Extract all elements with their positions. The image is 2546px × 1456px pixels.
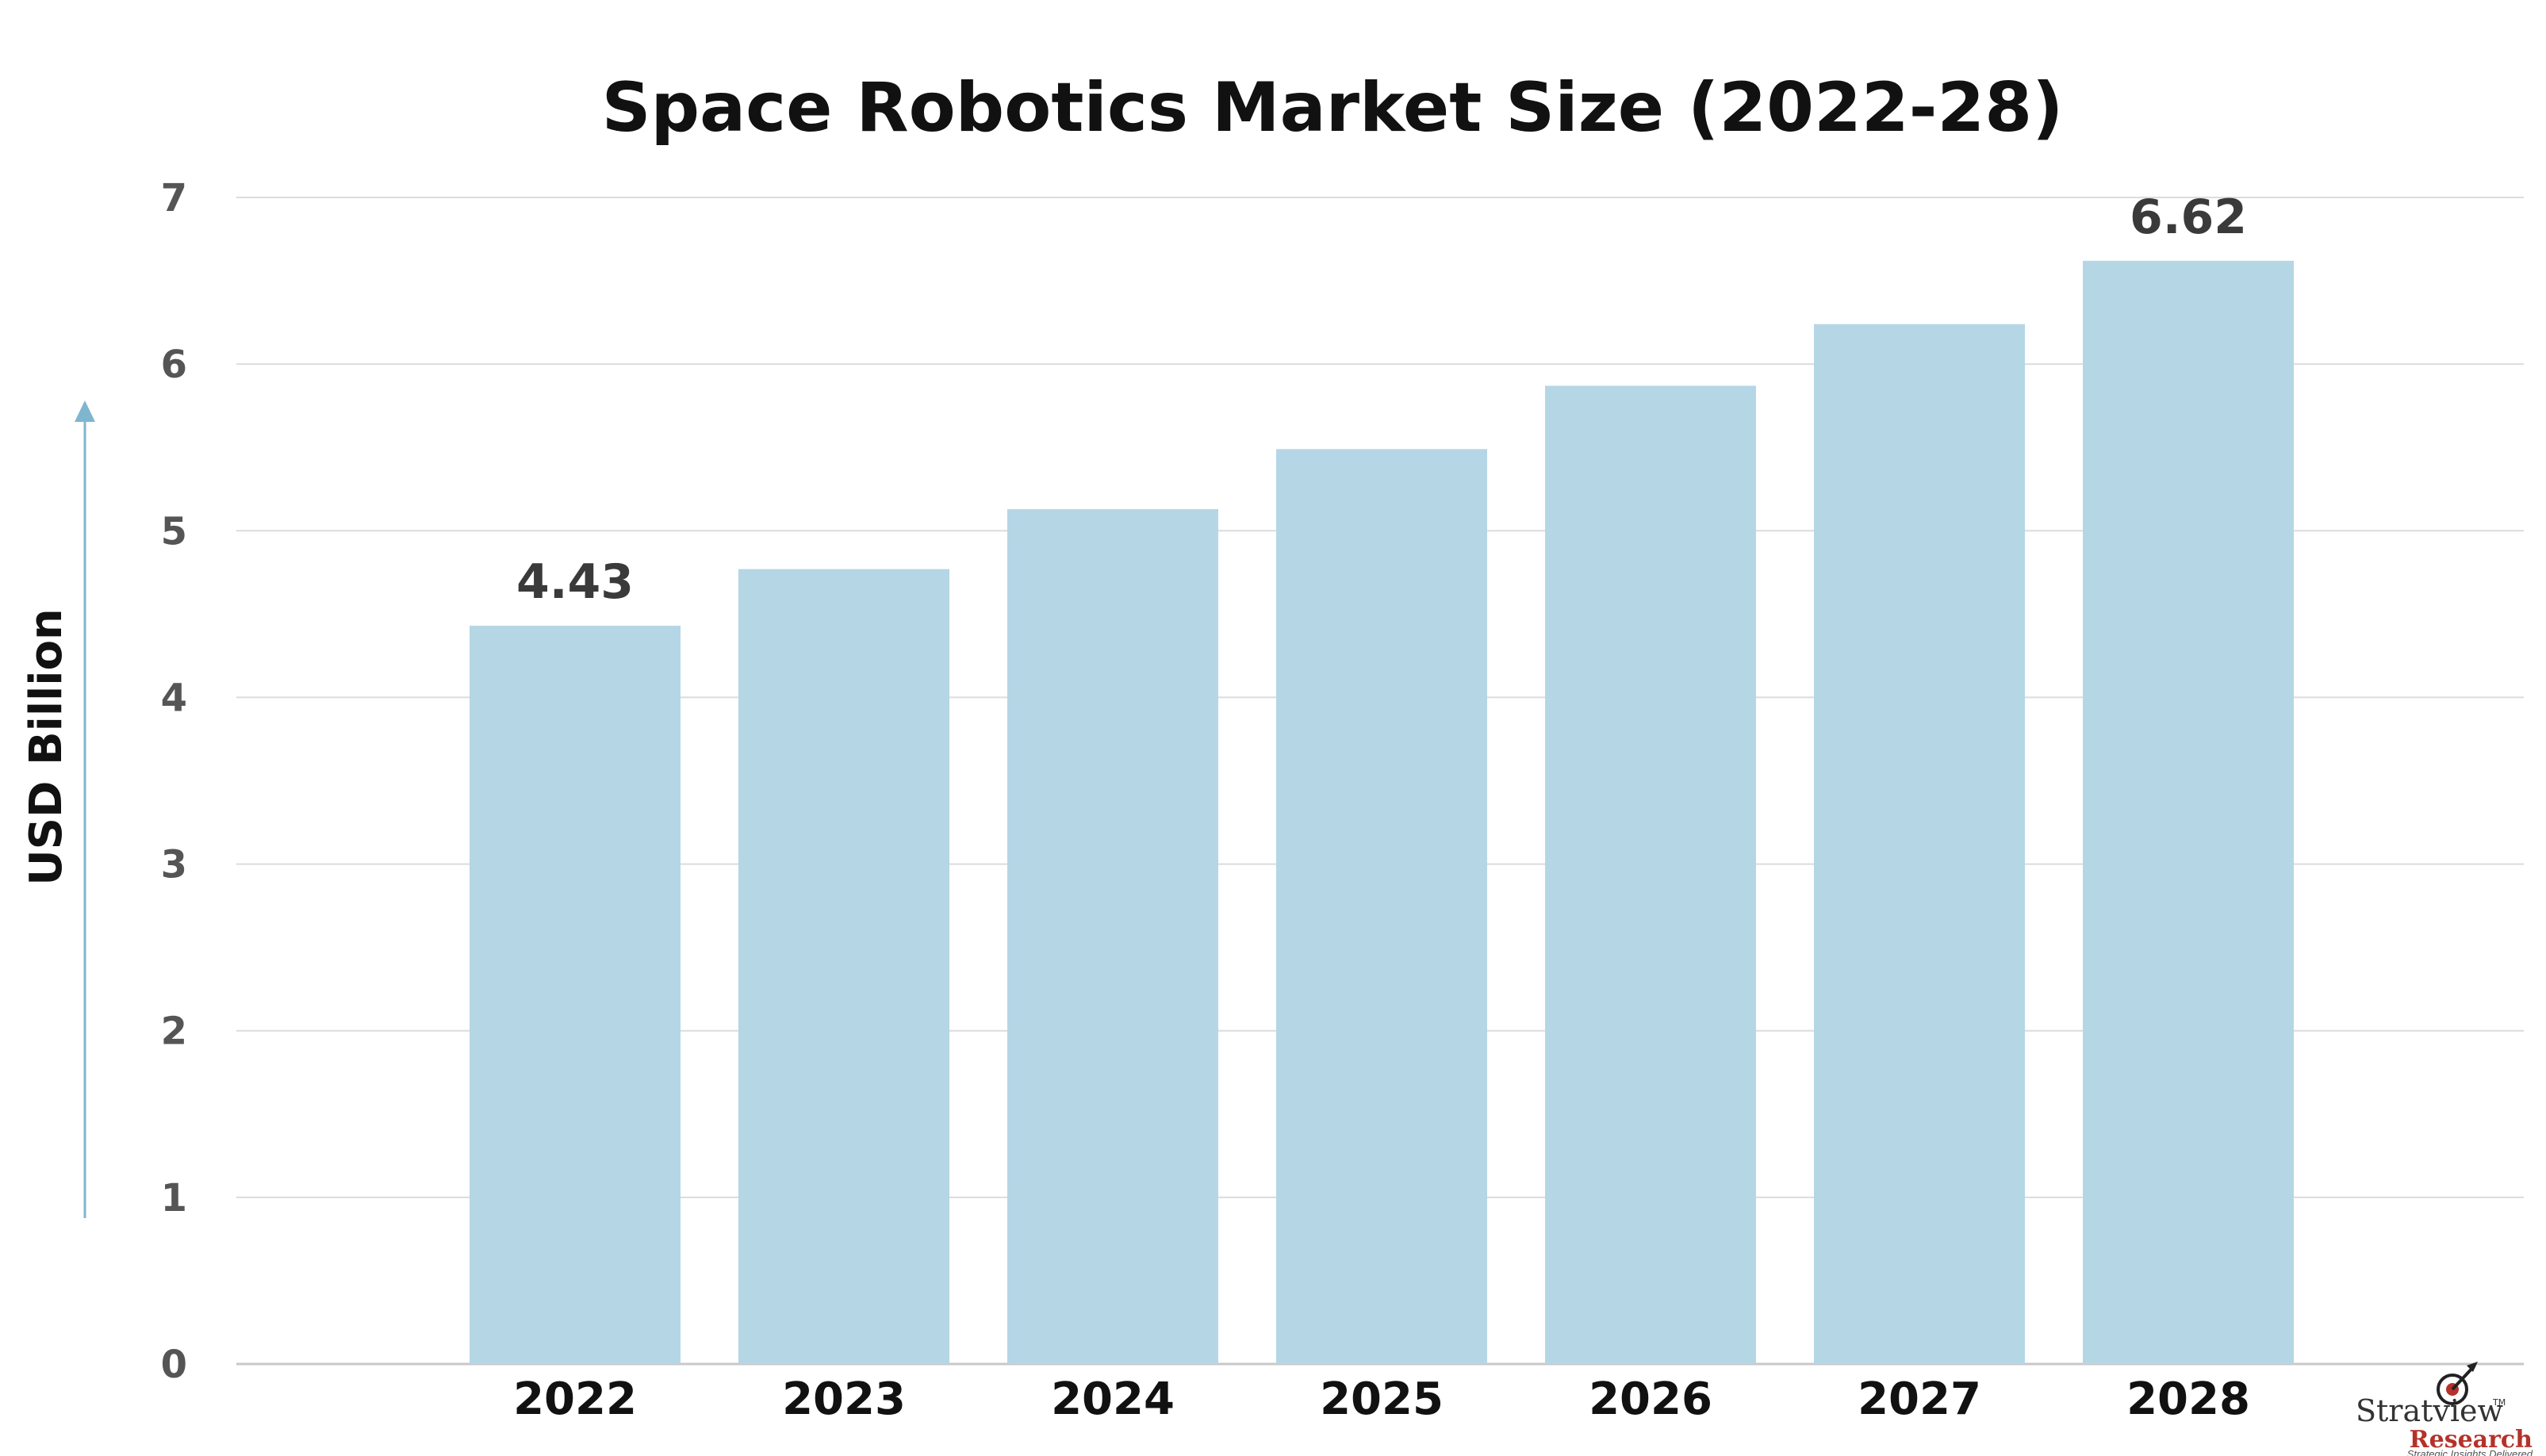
x-tick-label: 2022 [513, 1374, 637, 1425]
x-tick-label: 2024 [1051, 1374, 1175, 1425]
x-axis-ticks: 2022 2023 2024 2025 2026 2027 2028 [513, 1374, 2250, 1425]
data-labels: 4.43 6.62 [516, 190, 2247, 610]
bar [2083, 260, 2294, 1365]
target-icon [2437, 1362, 2478, 1405]
bar [1276, 449, 1487, 1365]
y-tick-label: 6 [161, 343, 187, 387]
bar [738, 569, 949, 1364]
data-label: 6.62 [2130, 190, 2247, 245]
y-axis-label: USD Billion [21, 608, 72, 886]
y-tick-label: 5 [161, 509, 187, 554]
bar [470, 626, 681, 1364]
chart-title: Space Robotics Market Size (2022-28) [602, 68, 2064, 148]
logo-tm: TM [2492, 1397, 2506, 1408]
logo-sub: Research [2410, 1426, 2533, 1454]
bars [470, 260, 2294, 1365]
data-label: 4.43 [516, 554, 634, 610]
logo-name: Stratview [2356, 1393, 2504, 1428]
y-tick-label: 1 [161, 1176, 187, 1220]
logo-tagline: Strategic Insights Delivered [2407, 1448, 2533, 1456]
y-tick-label: 3 [161, 843, 187, 887]
y-tick-label: 2 [161, 1010, 187, 1054]
y-axis-arrow [75, 400, 95, 1218]
y-axis-arrow-head [75, 400, 95, 422]
bar [1814, 324, 2025, 1365]
y-tick-label: 4 [161, 676, 187, 720]
bar [1007, 508, 1218, 1364]
x-tick-label: 2023 [782, 1374, 906, 1425]
x-tick-label: 2027 [1858, 1374, 1981, 1425]
y-tick-label: 0 [161, 1343, 187, 1387]
x-tick-label: 2025 [1320, 1374, 1444, 1425]
bar [1545, 385, 1756, 1364]
x-tick-label: 2028 [2126, 1374, 2250, 1425]
y-axis-ticks: 0 1 2 3 4 5 6 7 [161, 176, 187, 1387]
logo: Stratview TM Research Strategic Insights… [2356, 1362, 2533, 1456]
x-tick-label: 2026 [1589, 1374, 1712, 1425]
y-tick-label: 7 [161, 176, 187, 220]
